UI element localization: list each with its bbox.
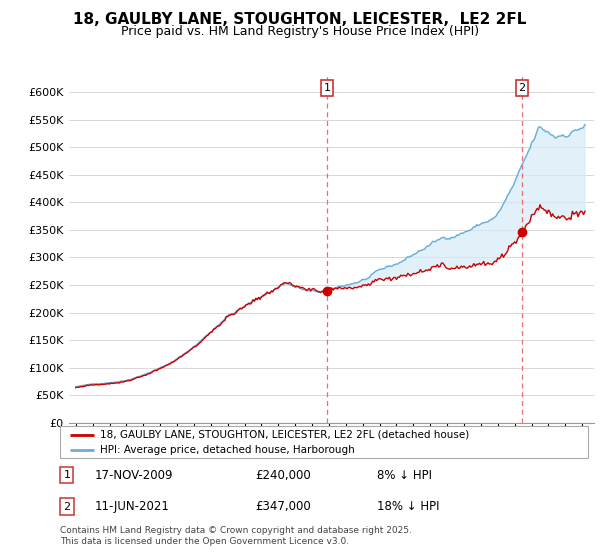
Text: HPI: Average price, detached house, Harborough: HPI: Average price, detached house, Harb… — [100, 445, 355, 455]
Text: Price paid vs. HM Land Registry's House Price Index (HPI): Price paid vs. HM Land Registry's House … — [121, 25, 479, 38]
Text: £240,000: £240,000 — [256, 469, 311, 482]
Text: 1: 1 — [64, 470, 70, 480]
Text: 17-NOV-2009: 17-NOV-2009 — [94, 469, 173, 482]
Text: 2: 2 — [518, 83, 526, 93]
Text: 18, GAULBY LANE, STOUGHTON, LEICESTER,  LE2 2FL: 18, GAULBY LANE, STOUGHTON, LEICESTER, L… — [73, 12, 527, 27]
Text: 18, GAULBY LANE, STOUGHTON, LEICESTER, LE2 2FL (detached house): 18, GAULBY LANE, STOUGHTON, LEICESTER, L… — [100, 430, 469, 440]
Text: £347,000: £347,000 — [256, 500, 311, 513]
Text: Contains HM Land Registry data © Crown copyright and database right 2025.
This d: Contains HM Land Registry data © Crown c… — [60, 526, 412, 546]
Text: 11-JUN-2021: 11-JUN-2021 — [94, 500, 169, 513]
Text: 2: 2 — [64, 502, 70, 511]
Text: 18% ↓ HPI: 18% ↓ HPI — [377, 500, 439, 513]
Text: 1: 1 — [323, 83, 331, 93]
Text: 8% ↓ HPI: 8% ↓ HPI — [377, 469, 432, 482]
